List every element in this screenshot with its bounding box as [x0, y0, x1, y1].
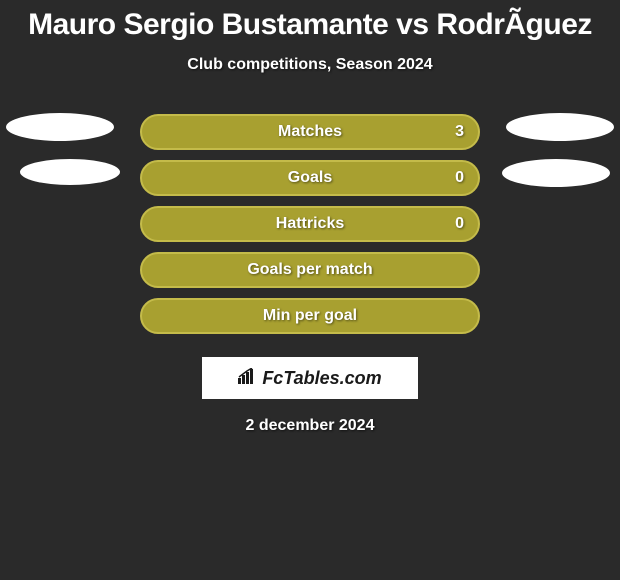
stat-row: Hattricks 0 [0, 201, 620, 247]
stat-bar: Matches 3 [140, 114, 480, 150]
stat-bar: Goals per match [140, 252, 480, 288]
stat-row: Min per goal [0, 293, 620, 339]
player-ellipse-right [502, 159, 610, 187]
player-ellipse-right [506, 113, 614, 141]
stat-label: Hattricks [276, 215, 344, 233]
stat-label: Goals per match [247, 261, 372, 279]
stat-value: 3 [455, 123, 464, 141]
player-ellipse-left [20, 159, 120, 185]
stat-bar: Hattricks 0 [140, 206, 480, 242]
logo-box: FcTables.com [202, 357, 418, 399]
stat-bar: Min per goal [140, 298, 480, 334]
stat-bar: Goals 0 [140, 160, 480, 196]
date-text: 2 december 2024 [0, 417, 620, 435]
player-ellipse-left [6, 113, 114, 141]
stat-label: Min per goal [263, 307, 357, 325]
stat-label: Matches [278, 123, 342, 141]
stat-value: 0 [455, 215, 464, 233]
comparison-title: Mauro Sergio Bustamante vs RodrÃ­guez [0, 0, 620, 42]
comparison-subtitle: Club competitions, Season 2024 [0, 56, 620, 74]
stat-label: Goals [288, 169, 332, 187]
chart-icon [238, 368, 258, 389]
stat-row: Goals 0 [0, 155, 620, 201]
stat-value: 0 [455, 169, 464, 187]
stat-row: Goals per match [0, 247, 620, 293]
stat-row: Matches 3 [0, 109, 620, 155]
stat-rows: Matches 3 Goals 0 Hattricks 0 Goals per match M… [0, 109, 620, 339]
logo-label: FcTables.com [262, 368, 381, 389]
logo-text: FcTables.com [238, 368, 381, 389]
